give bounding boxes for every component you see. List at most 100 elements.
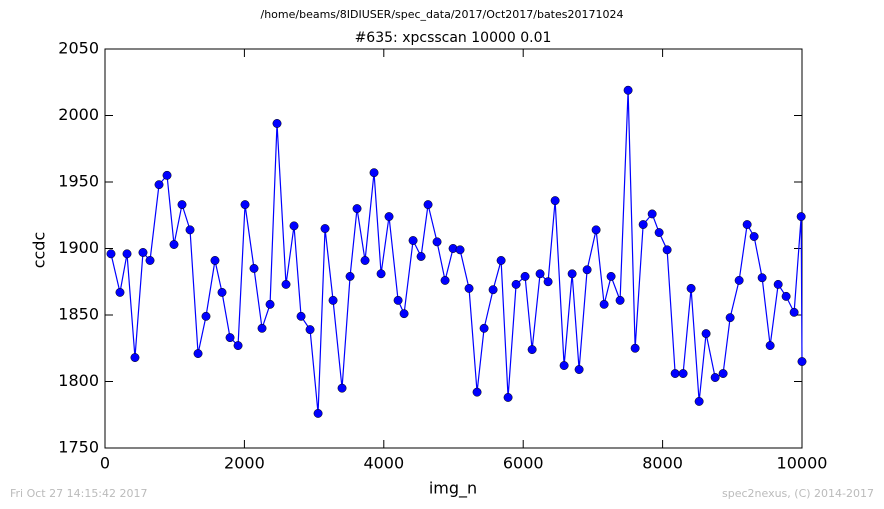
data-point <box>185 225 195 235</box>
data-point <box>472 387 482 397</box>
data-point <box>520 271 530 281</box>
data-point <box>281 279 291 289</box>
y-tick-label: 2000 <box>58 105 99 124</box>
data-point <box>138 248 148 257</box>
data-point <box>710 373 720 382</box>
data-point <box>797 357 807 366</box>
data-point <box>423 200 433 210</box>
data-point <box>393 295 403 305</box>
data-point <box>718 369 728 378</box>
data-point <box>742 220 752 230</box>
data-point <box>582 265 592 275</box>
data-point <box>765 341 775 351</box>
x-tick-label: 10000 <box>777 454 828 473</box>
x-tick-label: 2000 <box>224 454 265 473</box>
y-tick-label: 2050 <box>58 39 99 58</box>
x-tick-label: 6000 <box>503 454 544 473</box>
data-point <box>725 313 735 323</box>
data-point <box>345 271 355 281</box>
data-point <box>233 341 243 351</box>
data-point <box>503 393 513 402</box>
data-point <box>272 119 282 128</box>
y-tick-label: 1950 <box>58 172 99 191</box>
data-point <box>265 299 275 309</box>
data-point <box>193 349 203 359</box>
data-point <box>623 85 633 95</box>
data-point <box>773 279 783 289</box>
data-point <box>408 236 418 245</box>
data-point <box>630 343 640 353</box>
data-point <box>638 220 648 230</box>
data-point <box>789 307 799 317</box>
data-point <box>647 209 657 219</box>
data-point <box>217 287 227 297</box>
data-point <box>606 271 616 281</box>
x-tick-label: 0 <box>100 454 110 473</box>
data-point <box>201 311 211 321</box>
data-point <box>615 295 625 305</box>
data-point <box>249 264 259 273</box>
data-point <box>543 277 553 287</box>
footer-right: spec2nexus, (C) 2014-2017 <box>722 487 874 500</box>
y-tick-label: 1800 <box>58 371 99 390</box>
data-point <box>384 212 394 222</box>
data-point <box>225 333 235 343</box>
data-point <box>599 299 609 309</box>
x-axis-label: img_n <box>429 479 477 499</box>
data-point <box>670 369 680 378</box>
x-tick-label: 8000 <box>642 454 683 473</box>
data-point <box>479 323 489 333</box>
data-point <box>305 325 315 335</box>
data-point <box>662 245 672 255</box>
data-point <box>130 353 140 363</box>
data-point <box>734 275 744 285</box>
data-point <box>749 232 759 241</box>
data-point <box>527 345 537 355</box>
y-tick-label: 1750 <box>58 438 99 457</box>
data-point <box>210 256 220 265</box>
data-point <box>567 269 577 279</box>
data-point <box>535 269 545 279</box>
data-point <box>337 383 347 393</box>
y-axis-label: ccdc <box>30 232 49 269</box>
data-point <box>781 291 791 301</box>
data-point <box>313 408 323 418</box>
data-point <box>678 369 688 378</box>
data-point <box>464 283 474 293</box>
data-point <box>440 275 450 285</box>
data-point <box>654 228 664 237</box>
data-point <box>432 237 442 247</box>
data-point <box>511 279 521 289</box>
data-point <box>550 196 560 206</box>
data-point <box>289 221 299 231</box>
data-point <box>591 225 601 235</box>
footer-left: Fri Oct 27 14:15:42 2017 <box>10 487 148 500</box>
data-point <box>686 283 696 293</box>
data-point <box>369 168 379 178</box>
data-point <box>240 200 250 210</box>
data-point <box>320 224 330 234</box>
data-point <box>154 180 164 190</box>
data-point <box>122 249 132 259</box>
data-point <box>360 256 370 265</box>
suptitle: /home/beams/8IDIUSER/spec_data/2017/Oct2… <box>261 8 624 21</box>
data-point <box>559 361 569 370</box>
data-point <box>757 273 767 283</box>
data-point <box>694 397 704 406</box>
y-tick-label: 1900 <box>58 238 99 257</box>
y-tick-label: 1850 <box>58 305 99 324</box>
chart-title: #635: xpcsscan 10000 0.01 <box>355 30 552 46</box>
data-point <box>145 256 155 265</box>
data-point <box>488 285 498 295</box>
data-point <box>455 245 465 255</box>
data-point <box>169 240 179 249</box>
data-point <box>796 212 806 222</box>
data-point <box>701 329 711 339</box>
data-point <box>177 200 187 210</box>
data-point <box>296 311 306 321</box>
data-point <box>352 204 362 214</box>
data-point <box>257 323 267 333</box>
data-point <box>106 249 116 259</box>
data-point <box>115 287 125 297</box>
